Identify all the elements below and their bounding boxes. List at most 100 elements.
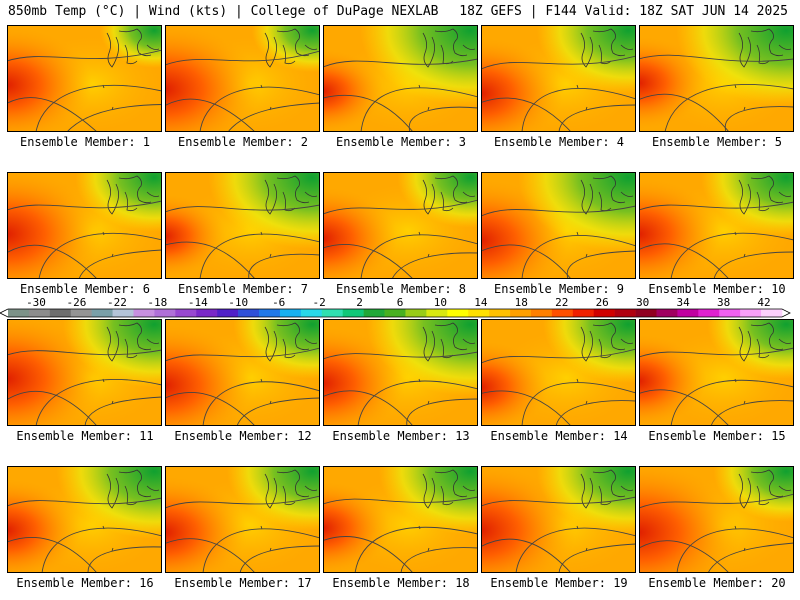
colorbar-tick-label: 42 (757, 296, 770, 309)
colorbar-swatch (614, 309, 636, 317)
ensemble-panel-10 (639, 172, 794, 279)
colorbar-outline (0, 308, 791, 318)
ensemble-panel-18 (323, 466, 478, 573)
member-number: 11 (139, 429, 154, 443)
colorbar-swatch (572, 309, 595, 317)
ensemble-panel-12 (165, 319, 320, 426)
caption-prefix: Ensemble Member: (490, 429, 614, 443)
caption-prefix: Ensemble Member: (16, 429, 140, 443)
caption-prefix: Ensemble Member: (177, 282, 301, 296)
header-run-info: 18Z GEFS | F144 Valid: 18Z SAT JUN 14 20… (459, 4, 788, 19)
colorbar-tick-label: -10 (228, 296, 248, 309)
temperature-map-15 (639, 319, 794, 426)
ensemble-caption-3: Ensemble Member: 3 (322, 135, 480, 149)
colorbar-swatch (363, 309, 385, 317)
member-number: 4 (616, 135, 625, 149)
temperature-map-1 (7, 25, 162, 132)
caption-prefix: Ensemble Member: (19, 135, 143, 149)
caption-prefix: Ensemble Member: (174, 576, 298, 590)
ensemble-caption-2: Ensemble Member: 2 (164, 135, 322, 149)
colorbar-swatch (489, 309, 511, 317)
member-number: 7 (300, 282, 309, 296)
colorbar-tick-label: 26 (596, 296, 609, 309)
member-number: 8 (458, 282, 467, 296)
colorbar-tick-label: 38 (717, 296, 730, 309)
caption-prefix: Ensemble Member: (19, 282, 143, 296)
ensemble-caption-8: Ensemble Member: 8 (322, 282, 480, 296)
temperature-map-11 (7, 319, 162, 426)
colorbar-swatch (70, 309, 92, 317)
member-number: 15 (771, 429, 786, 443)
colorbar-swatch (719, 309, 741, 317)
colorbar-swatch (510, 309, 532, 317)
member-number: 6 (142, 282, 151, 296)
ensemble-caption-12: Ensemble Member: 12 (164, 429, 322, 443)
member-number: 9 (616, 282, 625, 296)
temperature-map-3 (323, 25, 478, 132)
colorbar-swatch (530, 309, 553, 317)
ensemble-caption-6: Ensemble Member: 6 (6, 282, 164, 296)
ensemble-panel-16 (7, 466, 162, 573)
colorbar-swatch (91, 309, 113, 317)
ensemble-caption-17: Ensemble Member: 17 (164, 576, 322, 590)
ensemble-caption-14: Ensemble Member: 14 (480, 429, 638, 443)
colorbar-tick-label: 14 (474, 296, 488, 309)
ensemble-panel-13 (323, 319, 478, 426)
temperature-map-19 (481, 466, 636, 573)
colorbar-swatch (133, 309, 155, 317)
colorbar-tick-label: 30 (636, 296, 649, 309)
colorbar-swatch (698, 309, 720, 317)
ensemble-caption-15: Ensemble Member: 15 (638, 429, 796, 443)
colorbar-swatch (426, 309, 448, 317)
ensemble-caption-1: Ensemble Member: 1 (6, 135, 164, 149)
caption-prefix: Ensemble Member: (648, 576, 772, 590)
colorbar-tick-label: 10 (434, 296, 447, 309)
ensemble-panel-7 (165, 172, 320, 279)
ensemble-caption-5: Ensemble Member: 5 (638, 135, 796, 149)
temperature-map-4 (481, 25, 636, 132)
temperature-map-7 (165, 172, 320, 279)
temperature-map-6 (7, 172, 162, 279)
ensemble-panel-1 (7, 25, 162, 132)
colorbar-swatch (593, 309, 615, 317)
colorbar-swatch (300, 309, 323, 317)
temperature-map-20 (639, 466, 794, 573)
member-number: 12 (297, 429, 312, 443)
temperature-map-13 (323, 319, 478, 426)
ensemble-panel-20 (639, 466, 794, 573)
member-number: 20 (771, 576, 786, 590)
member-number: 13 (455, 429, 470, 443)
ensemble-caption-9: Ensemble Member: 9 (480, 282, 638, 296)
colorbar-swatch (635, 309, 657, 317)
ensemble-caption-4: Ensemble Member: 4 (480, 135, 638, 149)
ensemble-panel-4 (481, 25, 636, 132)
member-number: 19 (613, 576, 628, 590)
temperature-map-18 (323, 466, 478, 573)
colorbar-tick-label: -14 (188, 296, 208, 309)
colorbar-swatch (447, 309, 469, 317)
colorbar-swatch (405, 309, 427, 317)
temperature-map-12 (165, 319, 320, 426)
member-number: 17 (297, 576, 312, 590)
colorbar-tick-label: 2 (356, 296, 363, 309)
temperature-map-5 (639, 25, 794, 132)
colorbar-tick-label: -6 (272, 296, 285, 309)
temperature-map-10 (639, 172, 794, 279)
caption-prefix: Ensemble Member: (493, 282, 617, 296)
temperature-colorbar: -30 -26 -22 -18 -14 -10 -6 -2 2 6 10 14 18 22 26 30 34 38… (0, 296, 791, 318)
colorbar-swatch (28, 309, 51, 317)
caption-prefix: Ensemble Member: (332, 429, 456, 443)
ensemble-panel-3 (323, 25, 478, 132)
ensemble-caption-11: Ensemble Member: 11 (6, 429, 164, 443)
member-number: 14 (613, 429, 628, 443)
colorbar-swatch (677, 309, 699, 317)
ensemble-panel-8 (323, 172, 478, 279)
temperature-map-14 (481, 319, 636, 426)
colorbar-swatch (342, 309, 364, 317)
header-title: 850mb Temp (°C) | Wind (kts) | College o… (8, 4, 439, 19)
colorbar-swatch (8, 309, 30, 317)
ensemble-panel-9 (481, 172, 636, 279)
colorbar-tick-label: 18 (515, 296, 528, 309)
colorbar-tick-label: -18 (147, 296, 167, 309)
ensemble-caption-16: Ensemble Member: 16 (6, 576, 164, 590)
